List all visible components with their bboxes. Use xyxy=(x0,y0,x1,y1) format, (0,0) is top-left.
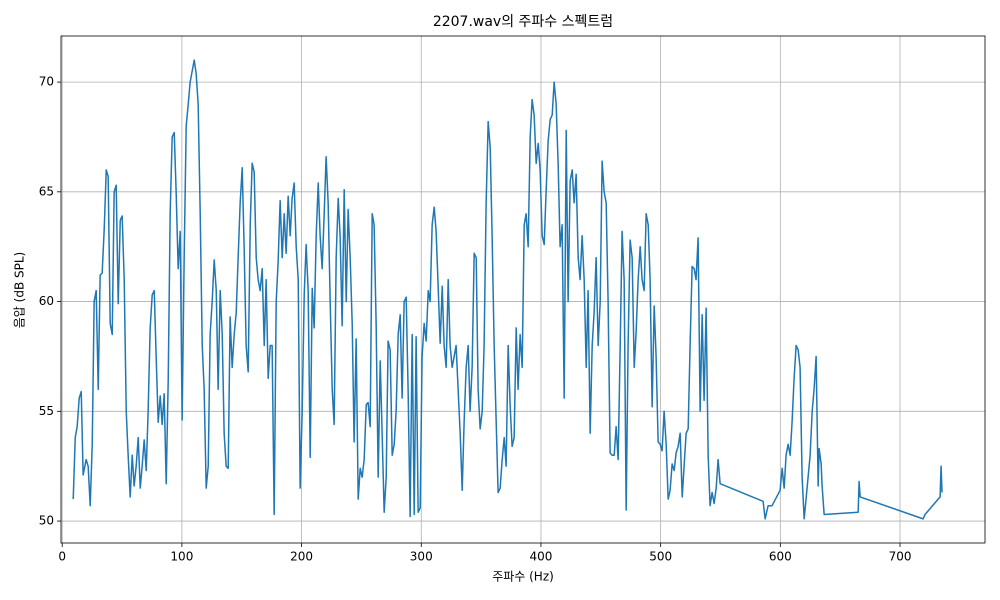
x-tick-label: 0 xyxy=(58,550,66,564)
y-axis-label: 음압 (dB SPL) xyxy=(13,252,27,328)
x-tick-label: 500 xyxy=(649,550,672,564)
y-tick-label: 70 xyxy=(39,75,54,89)
x-tick-label: 600 xyxy=(769,550,792,564)
x-tick-label: 700 xyxy=(889,550,912,564)
y-tick-label: 65 xyxy=(39,184,54,198)
x-tick-label: 400 xyxy=(530,550,553,564)
spectrum-line xyxy=(72,59,943,520)
y-tick-label: 50 xyxy=(39,514,54,528)
plot-frame xyxy=(60,35,986,544)
chart-title: 2207.wav의 주파수 스펙트럼 xyxy=(433,14,613,30)
x-axis-label: 주파수 (Hz) xyxy=(492,570,554,584)
y-tick-label: 55 xyxy=(39,404,54,418)
x-tick-label: 200 xyxy=(290,550,313,564)
x-tick-label: 100 xyxy=(170,550,193,564)
y-tick-label: 60 xyxy=(39,294,54,308)
x-tick-label: 300 xyxy=(410,550,433,564)
